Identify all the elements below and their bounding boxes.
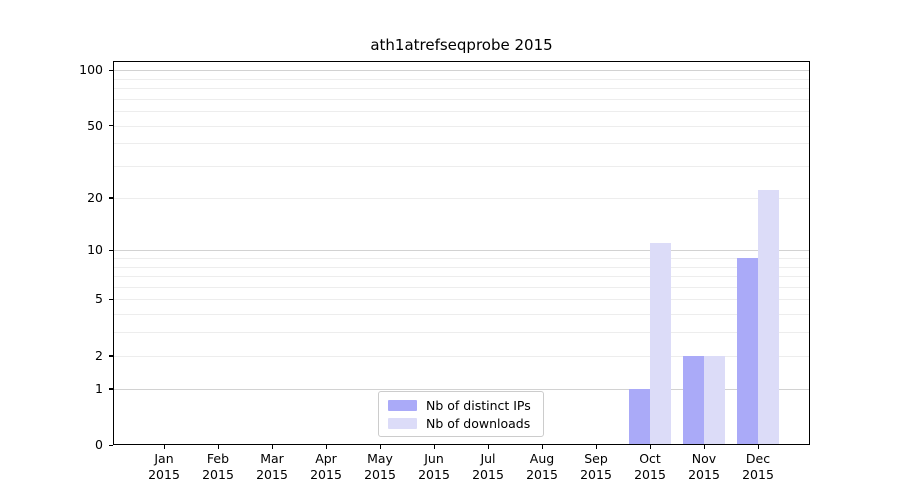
gridline-minor (113, 197, 810, 199)
legend-swatch-distinct-ips (388, 399, 417, 411)
y-tick-label: 100 (79, 62, 103, 78)
gridline-minor (113, 332, 810, 334)
y-tick-mark (109, 249, 113, 252)
gridline-major (113, 70, 810, 72)
y-tick-mark (109, 197, 113, 199)
gridline-major (113, 388, 810, 390)
bar-downloads-nov-2015 (704, 355, 725, 445)
legend-swatch-downloads (388, 417, 417, 429)
x-tick-mark (217, 445, 219, 449)
x-tick-label: Feb 2015 (202, 451, 234, 482)
x-tick-label: Nov 2015 (688, 451, 720, 482)
legend-label-distinct-ips: Nb of distinct IPs (426, 397, 531, 413)
y-tick-mark (109, 298, 113, 301)
gridline-minor (113, 355, 810, 357)
y-tick-mark (109, 444, 113, 446)
y-tick-mark (109, 388, 113, 390)
bar-distinct-ips-oct-2015 (629, 388, 650, 445)
x-tick-mark (433, 445, 435, 449)
y-tick-mark (109, 355, 113, 357)
legend-item-distinct-ips: Nb of distinct IPs (379, 398, 543, 413)
x-tick-label: Oct 2015 (634, 451, 666, 482)
gridline-minor (113, 88, 810, 90)
gridline-minor (113, 266, 810, 268)
legend: Nb of distinct IPs Nb of downloads (378, 391, 544, 437)
x-tick-label: May 2015 (364, 451, 396, 482)
x-tick-mark (379, 445, 381, 449)
x-tick-label: Dec 2015 (742, 451, 774, 482)
bar-distinct-ips-nov-2015 (683, 355, 704, 445)
bar-downloads-oct-2015 (650, 243, 671, 445)
gridline-minor (113, 111, 810, 113)
x-tick-mark (757, 445, 759, 449)
x-tick-label: Apr 2015 (310, 451, 342, 482)
x-tick-mark (325, 445, 327, 449)
x-tick-mark (541, 445, 543, 449)
x-tick-label: Aug 2015 (526, 451, 558, 482)
x-tick-label: Jun 2015 (418, 451, 450, 482)
plot-area-border (113, 61, 810, 445)
legend-label-downloads: Nb of downloads (426, 415, 531, 431)
y-tick-label: 50 (87, 117, 103, 133)
x-tick-mark (649, 445, 651, 449)
x-tick-mark (703, 445, 705, 449)
y-tick-label: 2 (95, 347, 103, 363)
gridline-minor (113, 276, 810, 278)
gridline-minor (113, 314, 810, 316)
y-tick-label: 5 (95, 291, 103, 307)
gridline-minor (113, 143, 810, 145)
gridline-minor (113, 125, 810, 127)
gridline-minor (113, 299, 810, 301)
x-tick-mark (271, 445, 273, 449)
gridline-minor (113, 286, 810, 288)
y-tick-label: 10 (87, 242, 103, 258)
x-tick-mark (163, 445, 165, 449)
bar-downloads-dec-2015 (758, 190, 779, 445)
x-tick-label: Jan 2015 (148, 451, 180, 482)
x-tick-mark (487, 445, 489, 449)
x-tick-label: Mar 2015 (256, 451, 288, 482)
y-tick-label: 20 (87, 189, 103, 205)
gridline-minor (113, 98, 810, 100)
bar-distinct-ips-dec-2015 (737, 258, 758, 445)
gridline-minor (113, 258, 810, 259)
x-tick-label: Jul 2015 (472, 451, 504, 482)
chart-title: ath1atrefseqprobe 2015 (370, 36, 553, 54)
y-tick-label: 0 (95, 437, 103, 452)
y-tick-mark (109, 125, 113, 127)
gridline-major (113, 250, 810, 252)
y-tick-label: 1 (95, 380, 103, 396)
y-tick-mark (109, 69, 113, 71)
gridline-minor (113, 166, 810, 168)
legend-item-downloads: Nb of downloads (379, 416, 543, 431)
gridline-minor (113, 78, 810, 80)
x-tick-label: Sep 2015 (580, 451, 612, 482)
x-tick-mark (595, 445, 597, 449)
